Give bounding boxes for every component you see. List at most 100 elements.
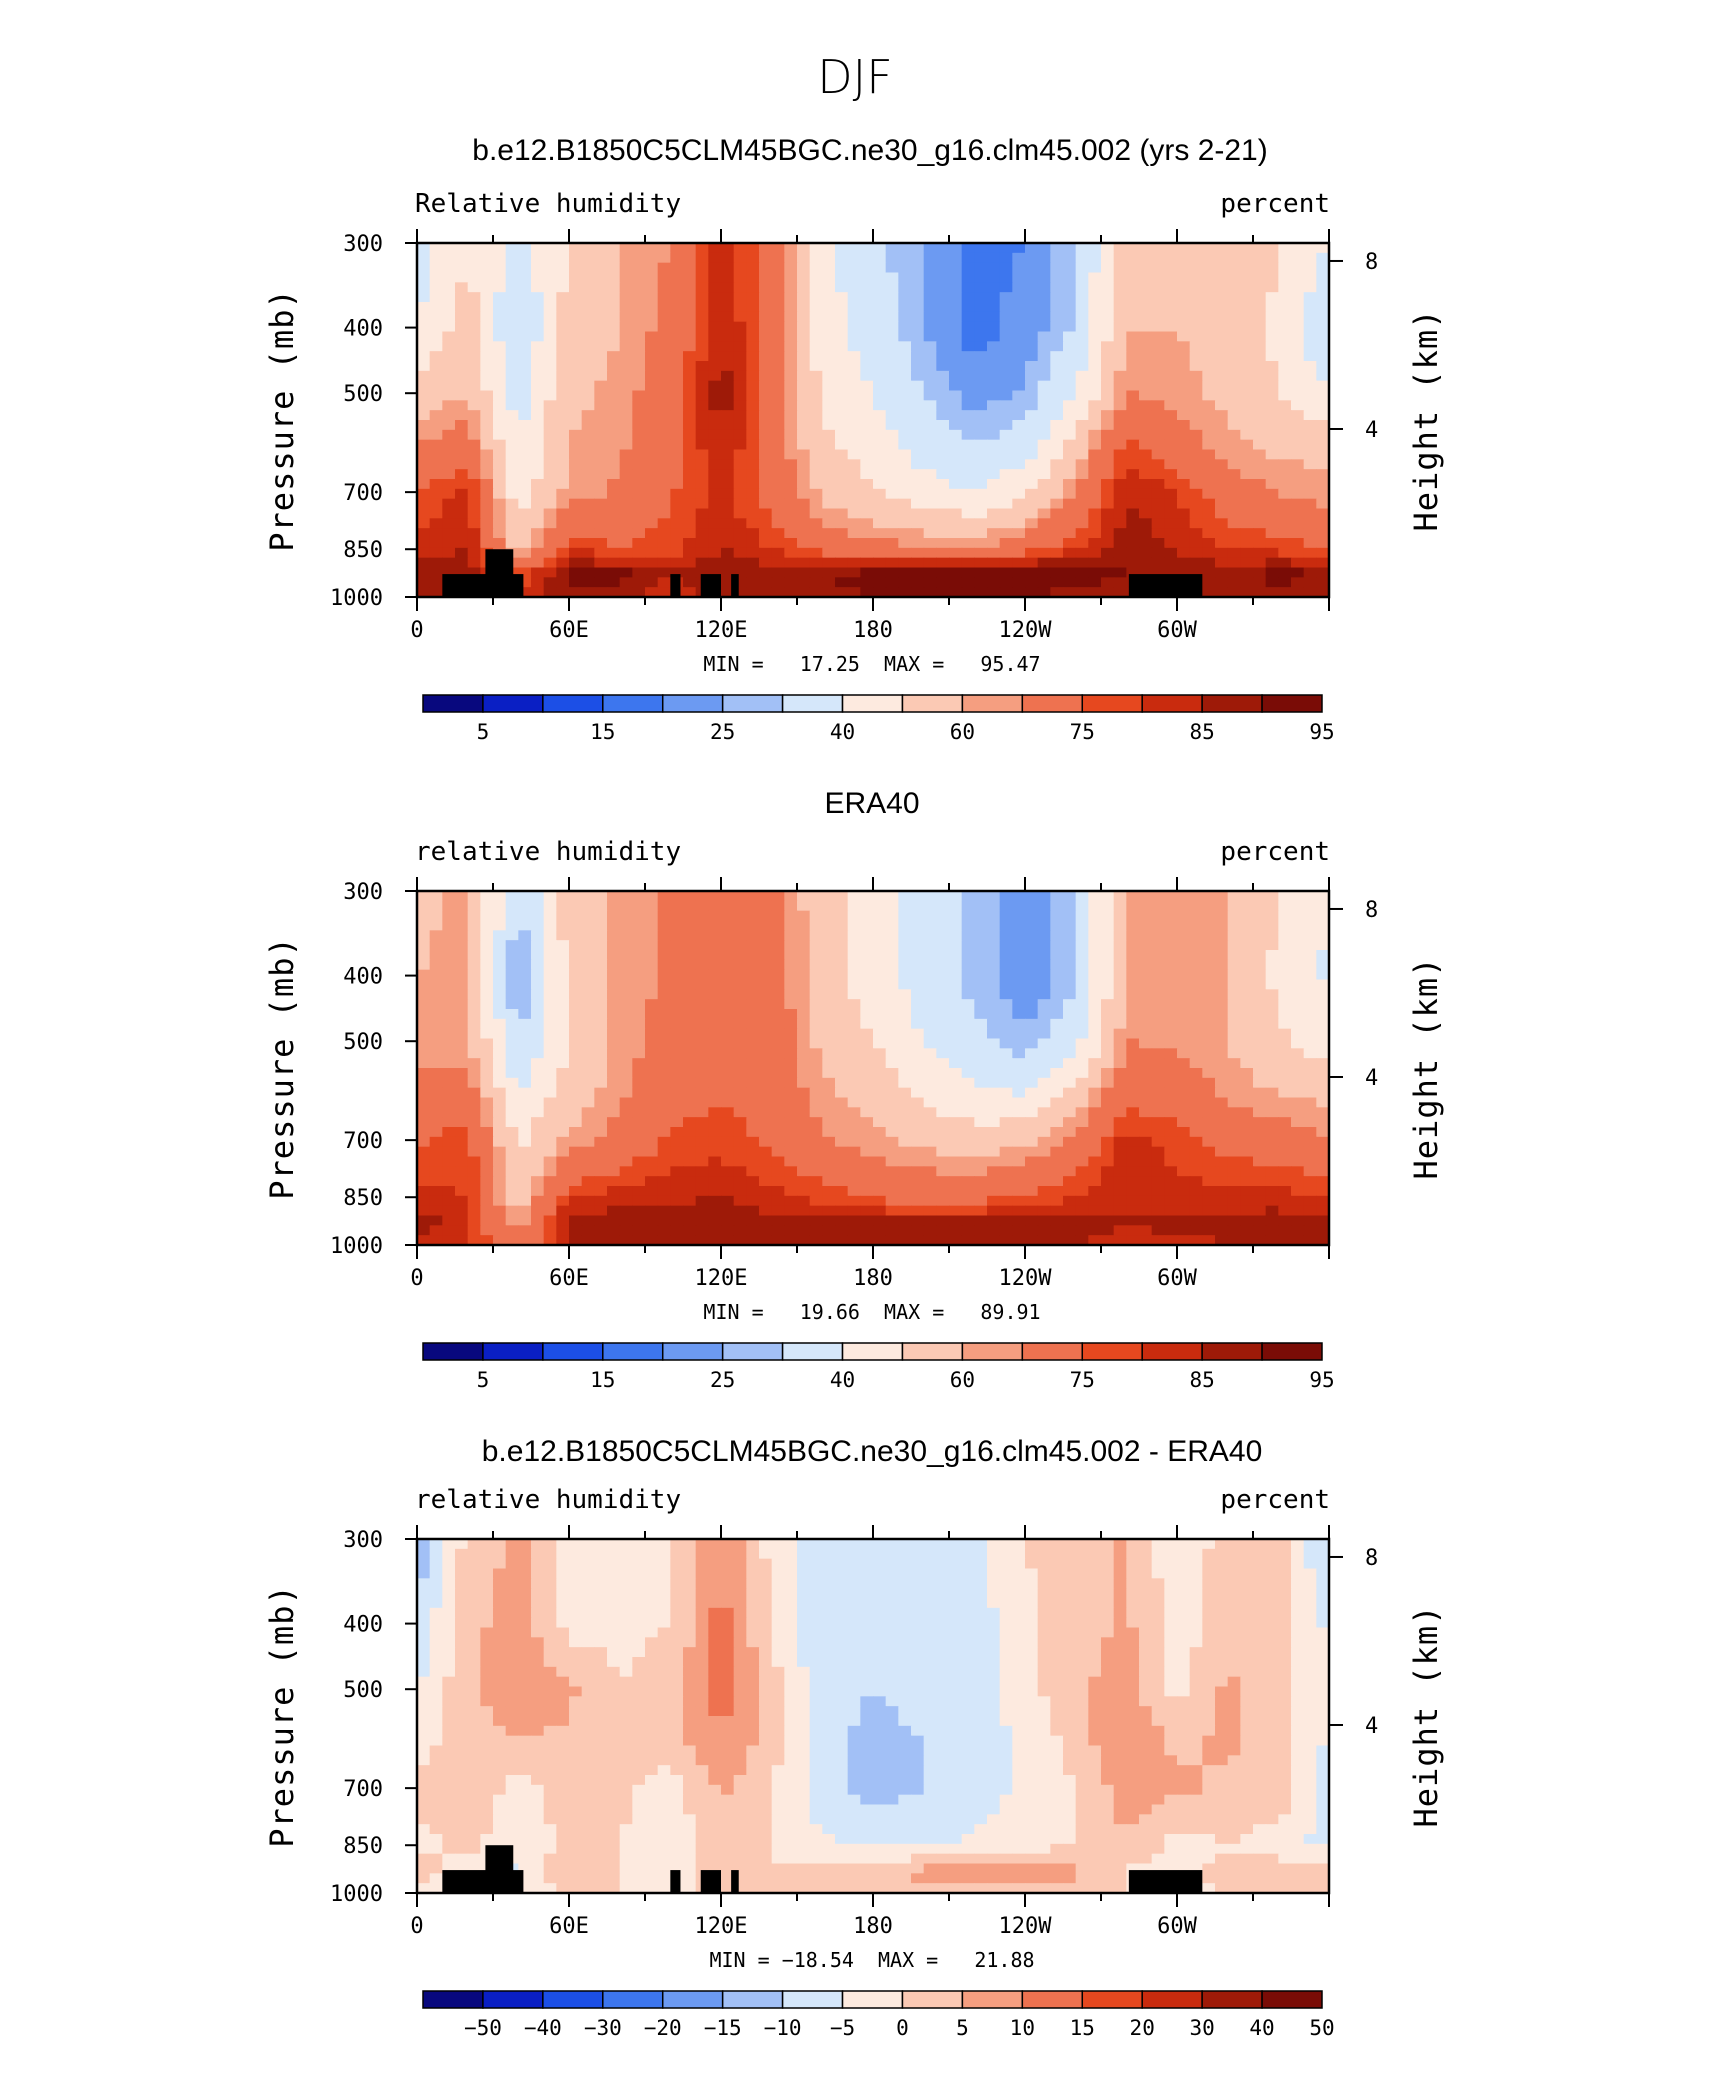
heatmap-cell — [1265, 252, 1279, 264]
heatmap-cell — [531, 1117, 545, 1128]
heatmap-cell — [1139, 508, 1153, 519]
heatmap-cell — [1265, 410, 1279, 421]
heatmap-cell — [607, 930, 621, 941]
heatmap-cell — [619, 321, 633, 333]
heatmap-cell — [657, 577, 671, 588]
heatmap-cell — [518, 410, 532, 421]
heatmap-cell — [961, 469, 975, 480]
heatmap-cell — [999, 538, 1013, 549]
heatmap-cell — [1189, 557, 1203, 569]
heatmap-cell — [822, 449, 836, 460]
heatmap-cell — [1227, 243, 1241, 254]
heatmap-cell — [885, 1166, 899, 1177]
heatmap-cell — [1265, 910, 1279, 922]
heatmap-cell — [1316, 321, 1330, 333]
heatmap-cell — [949, 311, 963, 323]
heatmap-cell — [619, 920, 633, 931]
heatmap-cell — [645, 449, 659, 460]
heatmap-cell — [1151, 311, 1165, 323]
heatmap-cell — [581, 1146, 595, 1158]
heatmap-cell — [784, 370, 798, 382]
heatmap-cell — [771, 1117, 785, 1128]
heatmap-cell — [505, 1176, 519, 1187]
heatmap-cell — [771, 508, 785, 519]
heatmap-cell — [809, 1009, 823, 1020]
heatmap-cell — [885, 999, 899, 1010]
heatmap-cell — [645, 1176, 659, 1187]
heatmap-cell — [493, 302, 507, 313]
heatmap-cell — [1253, 302, 1267, 313]
heatmap-cell — [1227, 351, 1241, 362]
heatmap-cell — [860, 252, 874, 264]
heatmap-cell — [1291, 940, 1305, 951]
heatmap-cell — [885, 351, 899, 362]
heatmap-cell — [1164, 341, 1178, 352]
heatmap-cell — [771, 1186, 785, 1197]
heatmap-cell — [1164, 380, 1178, 392]
heatmap-cell — [493, 1205, 507, 1217]
heatmap-cell — [923, 1087, 937, 1099]
heatmap-cell — [1101, 429, 1115, 441]
heatmap-cell — [733, 1038, 747, 1049]
heatmap-cell — [987, 449, 1001, 460]
heatmap-cell — [708, 292, 722, 303]
heatmap-cell — [569, 891, 583, 902]
heatmap-cell — [1164, 1097, 1178, 1108]
heatmap-cell — [645, 292, 659, 303]
heatmap-cell — [999, 380, 1013, 392]
heatmap-cell — [999, 930, 1013, 941]
heatmap-cell — [733, 1009, 747, 1020]
heatmap-cell — [455, 361, 469, 372]
heatmap-cell — [417, 469, 431, 480]
heatmap-cell — [594, 930, 608, 941]
heatmap-cell — [619, 1068, 633, 1079]
heatmap-cell — [581, 361, 595, 372]
heatmap-cell — [809, 1097, 823, 1108]
heatmap-cell — [771, 292, 785, 303]
heatmap-cell — [1139, 1068, 1153, 1079]
heatmap-cell — [1063, 459, 1077, 470]
heatmap-cell — [632, 479, 646, 490]
heatmap-cell — [1240, 989, 1254, 1000]
heatmap-cell — [1126, 459, 1140, 470]
heatmap-cell — [683, 940, 697, 951]
heatmap-cell — [1265, 900, 1279, 912]
heatmap-cell — [1227, 891, 1241, 902]
heatmap-cell — [1227, 420, 1241, 431]
heatmap-cell — [1075, 1195, 1089, 1207]
heatmap-cell — [936, 243, 950, 254]
heatmap-cell — [1101, 920, 1115, 931]
heatmap-cell — [607, 538, 621, 549]
heatmap-cell — [1037, 252, 1051, 264]
heatmap-cell — [923, 1186, 937, 1197]
heatmap-cell — [1265, 380, 1279, 392]
heatmap-cell — [683, 331, 697, 342]
heatmap-cell — [442, 400, 456, 411]
heatmap-cell — [974, 498, 988, 510]
heatmap-cell — [556, 920, 570, 931]
heatmap-cell — [619, 1117, 633, 1128]
heatmap-cell — [1240, 361, 1254, 372]
heatmap-cell — [1088, 361, 1102, 372]
heatmap-cell — [1189, 920, 1203, 931]
heatmap-cell — [936, 1077, 950, 1089]
heatmap-cell — [556, 1028, 570, 1040]
heatmap-cell — [670, 469, 684, 480]
heatmap-cell — [1177, 292, 1191, 303]
heatmap-cell — [1037, 1195, 1051, 1207]
heatmap-cell — [670, 1068, 684, 1079]
heatmap-cell — [1303, 920, 1317, 931]
heatmap-cell — [1177, 1028, 1191, 1040]
heatmap-cell — [581, 1077, 595, 1089]
heatmap-cell — [1063, 400, 1077, 411]
heatmap-cell — [1075, 1058, 1089, 1069]
heatmap-cell — [556, 390, 570, 401]
heatmap-cell — [1126, 528, 1140, 539]
heatmap-cell — [695, 439, 709, 451]
heatmap-cell — [1189, 370, 1203, 382]
heatmap-cell — [847, 587, 861, 598]
heatmap-cell — [607, 479, 621, 490]
heatmap-cell — [467, 1068, 481, 1079]
heatmap-cell — [1215, 351, 1229, 362]
heatmap-cell — [1113, 508, 1127, 519]
